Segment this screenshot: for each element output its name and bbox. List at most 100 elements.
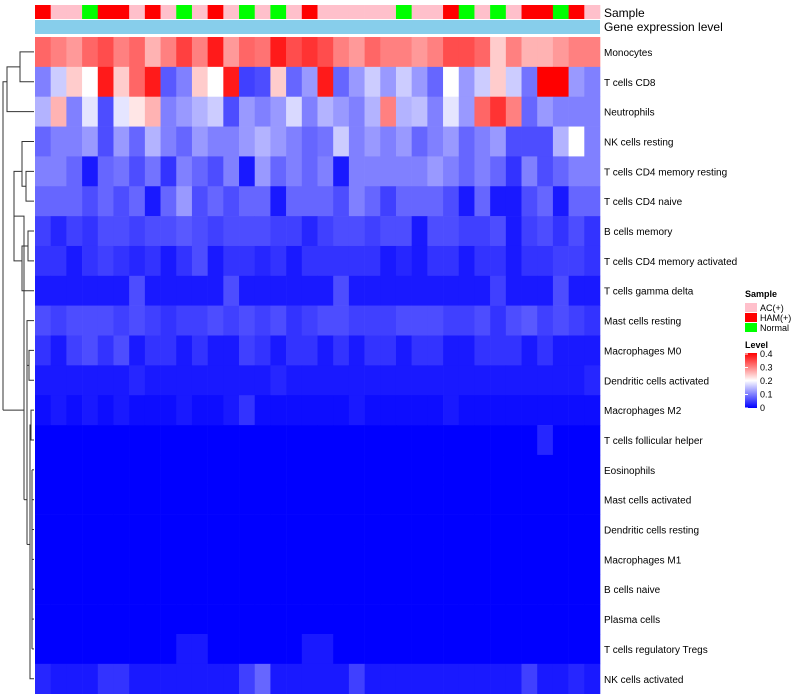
heatmap-cell bbox=[568, 96, 585, 127]
heatmap-cell bbox=[443, 544, 460, 575]
heatmap-cell bbox=[97, 186, 114, 217]
heatmap-cell bbox=[286, 37, 303, 68]
heatmap-cell bbox=[129, 484, 146, 515]
heatmap-cell bbox=[301, 156, 318, 187]
heatmap-cell bbox=[584, 245, 601, 277]
heatmap-cell bbox=[129, 454, 146, 486]
heatmap-cell bbox=[443, 365, 460, 396]
heatmap-cell bbox=[443, 604, 460, 635]
heatmap-cell bbox=[568, 156, 585, 187]
heatmap-cell bbox=[443, 275, 460, 306]
heatmap-cell bbox=[364, 305, 381, 336]
sample-annotation-cell bbox=[490, 5, 507, 19]
heatmap-cell bbox=[82, 454, 99, 486]
heatmap-cell bbox=[427, 663, 444, 694]
level-legend-title: Level bbox=[745, 340, 768, 350]
heatmap-cell bbox=[207, 66, 224, 97]
heatmap-cell bbox=[50, 514, 67, 545]
heatmap-cell bbox=[223, 544, 240, 575]
heatmap-cell bbox=[490, 245, 507, 277]
heatmap-cell bbox=[333, 245, 350, 277]
dendrogram-branch bbox=[19, 51, 34, 83]
heatmap-cell bbox=[66, 96, 83, 127]
heatmap-cell bbox=[505, 484, 522, 515]
heatmap-cell bbox=[239, 216, 256, 247]
heatmap-cell bbox=[505, 245, 522, 277]
heatmap-cell bbox=[160, 604, 177, 635]
heatmap-cell bbox=[505, 454, 522, 486]
heatmap-cell bbox=[490, 634, 507, 665]
heatmap-cell bbox=[191, 275, 208, 306]
heatmap-cell bbox=[490, 484, 507, 515]
heatmap-cell bbox=[286, 275, 303, 306]
heatmap-cell bbox=[443, 335, 460, 366]
heatmap-cell bbox=[458, 96, 475, 127]
heatmap-cell bbox=[270, 37, 287, 68]
heatmap-cell bbox=[113, 156, 130, 187]
heatmap-cell bbox=[333, 663, 350, 694]
heatmap-cell bbox=[443, 186, 460, 217]
heatmap-cell bbox=[254, 634, 271, 665]
heatmap-cell bbox=[254, 216, 271, 247]
heatmap-cell bbox=[427, 425, 444, 456]
heatmap-cell bbox=[584, 395, 601, 426]
heatmap-cell bbox=[348, 544, 365, 575]
heatmap-cell bbox=[129, 186, 146, 217]
heatmap-cell bbox=[364, 156, 381, 187]
heatmap-cell bbox=[490, 514, 507, 545]
row-label: T cells regulatory Tregs bbox=[604, 645, 708, 656]
heatmap-cell bbox=[270, 425, 287, 456]
heatmap-cell bbox=[301, 245, 318, 277]
heatmap-cell bbox=[395, 37, 412, 68]
heatmap-cell bbox=[144, 425, 161, 456]
heatmap-cell bbox=[82, 275, 99, 306]
heatmap-cell bbox=[239, 126, 256, 157]
heatmap-cell bbox=[113, 663, 130, 694]
heatmap-cell bbox=[239, 186, 256, 217]
heatmap-cell bbox=[66, 604, 83, 635]
heatmap-cell bbox=[348, 66, 365, 97]
dendrogram-branch bbox=[27, 230, 34, 262]
heatmap-cell bbox=[254, 484, 271, 515]
heatmap-cell bbox=[66, 335, 83, 366]
heatmap-cell bbox=[568, 634, 585, 665]
gene-expression-annotation-label: Gene expression level bbox=[604, 20, 723, 34]
heatmap-cell bbox=[176, 544, 193, 575]
heatmap-cell bbox=[521, 305, 538, 336]
heatmap-cell bbox=[207, 37, 224, 68]
heatmap-cell bbox=[505, 574, 522, 605]
heatmap-cell bbox=[286, 574, 303, 605]
sample-annotation-cell bbox=[411, 5, 428, 19]
heatmap-cell bbox=[176, 365, 193, 396]
level-tick-label: 0 bbox=[760, 403, 765, 413]
heatmap-cell bbox=[427, 335, 444, 366]
heatmap-cell bbox=[160, 484, 177, 515]
heatmap-cell bbox=[129, 634, 146, 665]
heatmap-cell bbox=[317, 484, 334, 515]
heatmap-cell bbox=[239, 484, 256, 515]
heatmap-cell bbox=[239, 634, 256, 665]
heatmap-cell bbox=[176, 484, 193, 515]
heatmap-cell bbox=[474, 37, 491, 68]
heatmap-cell bbox=[537, 454, 554, 486]
heatmap-cell bbox=[129, 275, 146, 306]
heatmap-cell bbox=[395, 245, 412, 277]
heatmap-cell bbox=[35, 275, 51, 306]
heatmap-cell bbox=[458, 126, 475, 157]
heatmap-cell bbox=[537, 484, 554, 515]
heatmap-cell bbox=[50, 37, 67, 68]
sample-annotation-cell bbox=[270, 5, 287, 19]
sample-annotation-cell bbox=[223, 5, 240, 19]
heatmap-cell bbox=[160, 454, 177, 486]
heatmap-cell bbox=[160, 514, 177, 545]
heatmap-cell bbox=[552, 663, 569, 694]
row-label: NK cells resting bbox=[604, 137, 673, 148]
heatmap-cell bbox=[333, 395, 350, 426]
heatmap-cell bbox=[348, 634, 365, 665]
sample-annotation-cell bbox=[97, 5, 114, 19]
heatmap-cell bbox=[66, 156, 83, 187]
heatmap-cell bbox=[239, 96, 256, 127]
heatmap-cell bbox=[380, 275, 397, 306]
heatmap-cell bbox=[411, 514, 428, 545]
row-label: T cells follicular helper bbox=[604, 436, 703, 447]
